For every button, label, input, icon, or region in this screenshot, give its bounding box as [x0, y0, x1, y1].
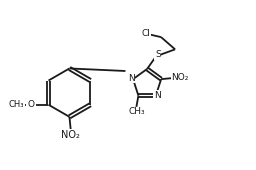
Text: N: N: [154, 91, 161, 100]
Text: NO₂: NO₂: [171, 73, 189, 82]
Text: O: O: [27, 100, 34, 109]
Text: N: N: [128, 74, 134, 83]
Text: CH₃: CH₃: [128, 107, 145, 116]
Text: Cl: Cl: [141, 29, 150, 38]
Text: NO₂: NO₂: [61, 130, 80, 140]
Text: S: S: [155, 50, 161, 59]
Text: CH₃: CH₃: [9, 100, 24, 109]
